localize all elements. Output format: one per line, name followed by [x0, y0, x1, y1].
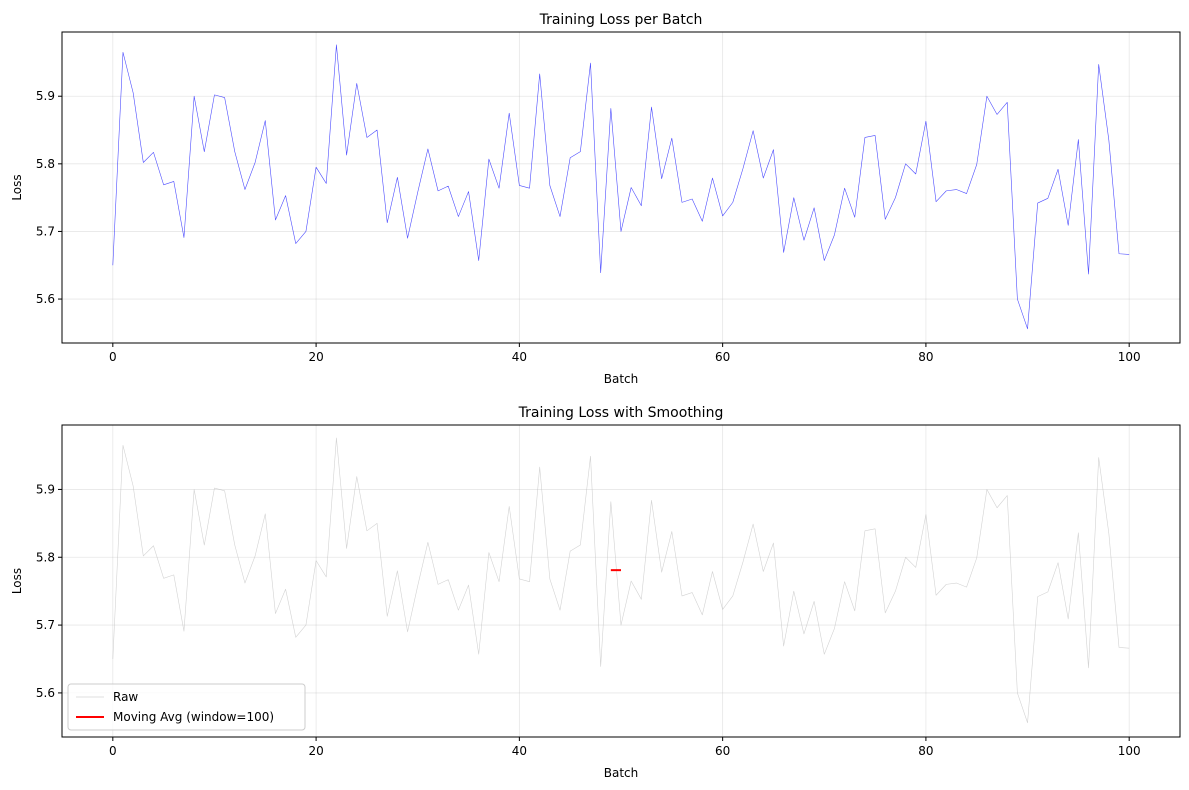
series-line-0 [112, 437, 1130, 724]
series-line-0 [112, 44, 1130, 330]
series-group [112, 44, 1130, 330]
x-axis-label: Batch [604, 766, 639, 780]
y-tick-label: 5.9 [36, 89, 55, 103]
plot-frame [61, 424, 1181, 738]
x-axis-label: Batch [604, 372, 639, 386]
series-group [112, 437, 1130, 724]
x-tick-label: 100 [1118, 350, 1141, 364]
legend-label-moving-avg: Moving Avg (window=100) [113, 710, 274, 724]
y-tick-label: 5.7 [36, 224, 55, 238]
y-tick-label: 5.9 [36, 482, 55, 496]
y-tick-label: 5.6 [36, 686, 55, 700]
plot-frame [61, 31, 1181, 344]
x-tick-label: 40 [512, 350, 527, 364]
y-axis-ticks: 5.6 5.7 5.8 5.9 [36, 482, 62, 700]
x-tick-label: 60 [715, 350, 730, 364]
chart-title: Training Loss with Smoothing [518, 405, 724, 421]
grid-lines [62, 32, 1180, 343]
y-axis-label: Loss [10, 174, 24, 200]
x-tick-label: 20 [308, 744, 323, 758]
chart-training-loss-with-smoothing: 0 20 40 60 80 100 5.6 5.7 5.8 5.9 Training Loss … [10, 405, 1181, 780]
x-tick-label: 40 [512, 744, 527, 758]
x-tick-label: 0 [109, 744, 117, 758]
x-axis-ticks: 0 20 40 60 80 100 [109, 737, 1141, 758]
legend: Raw Moving Avg (window=100) [67, 683, 306, 731]
x-tick-label: 100 [1118, 744, 1141, 758]
x-tick-label: 0 [109, 350, 117, 364]
x-tick-label: 80 [918, 350, 933, 364]
y-tick-label: 5.6 [36, 292, 55, 306]
y-tick-label: 5.7 [36, 618, 55, 632]
y-axis-ticks: 5.6 5.7 5.8 5.9 [36, 89, 62, 306]
x-axis-ticks: 0 20 40 60 80 100 [109, 343, 1141, 364]
legend-label-raw: Raw [113, 690, 138, 704]
chart-training-loss-per-batch: 0 20 40 60 80 100 5.6 5.7 5.8 5.9 Training Loss … [10, 12, 1181, 386]
chart-title: Training Loss per Batch [539, 12, 703, 28]
y-tick-label: 5.8 [36, 550, 55, 564]
legend-box [67, 683, 306, 731]
y-tick-label: 5.8 [36, 157, 55, 171]
x-tick-label: 20 [308, 350, 323, 364]
x-tick-label: 80 [918, 744, 933, 758]
y-axis-label: Loss [10, 568, 24, 594]
x-tick-label: 60 [715, 744, 730, 758]
